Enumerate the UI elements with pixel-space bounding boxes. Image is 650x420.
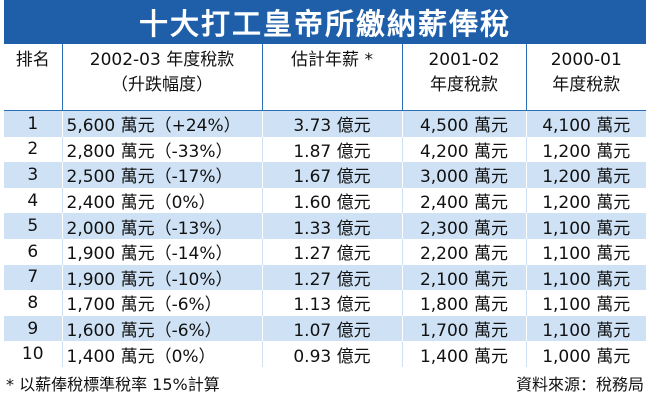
header-2001-line1: 2001-02	[428, 50, 500, 70]
title-text: 十大打工皇帝所繳納薪俸稅	[138, 7, 511, 41]
tax-cell: 1,600 萬元（-6%）	[61, 315, 262, 342]
table-row: 4 2,400 萬元（0%） 1.60 億元 2,400 萬元 1,200 萬元	[4, 187, 646, 214]
estimate-cell: 1.67 億元	[261, 162, 402, 188]
tax-2001-cell: 1,700 萬元	[401, 315, 526, 342]
page-title: 十大打工皇帝所繳納薪俸稅	[4, 0, 646, 44]
tax-cell: 1,900 萬元（-10%）	[61, 264, 262, 291]
tax-2001-cell: 1,400 萬元	[401, 341, 526, 367]
tax-2000-cell: 1,200 萬元	[525, 136, 646, 163]
tax-2001-cell: 2,200 萬元	[401, 238, 526, 265]
header-estimate-label: 估計年薪 *	[291, 50, 373, 70]
tax-table: 排名 2002-03 年度稅款 （升跌幅度） 估計年薪 * 2001-02 年度…	[4, 44, 646, 367]
table-row: 3 2,500 萬元（-17%） 1.67 億元 3,000 萬元 1,200 …	[4, 162, 646, 188]
tax-2001-cell: 3,000 萬元	[401, 162, 526, 188]
rank-cell: 5	[4, 213, 62, 239]
tax-2000-cell: 1,200 萬元	[525, 162, 646, 188]
header-2000-line2: 年度稅款	[552, 75, 621, 95]
estimate-cell: 1.27 億元	[261, 264, 402, 291]
header-estimate: 估計年薪 *	[261, 44, 402, 111]
table-row: 9 1,600 萬元（-6%） 1.07 億元 1,700 萬元 1,100 萬…	[4, 315, 646, 342]
tax-2000-cell: 1,000 萬元	[525, 341, 646, 367]
header-2001-line2: 年度稅款	[430, 75, 498, 95]
rank-cell: 2	[4, 136, 62, 163]
table-row: 8 1,700 萬元（-6%） 1.13 億元 1,800 萬元 1,100 萬…	[4, 290, 646, 316]
table-row: 1 5,600 萬元（+24%） 3.73 億元 4,500 萬元 4,100 …	[4, 110, 646, 137]
rank-cell: 9	[4, 315, 62, 342]
tax-2000-cell: 1,200 萬元	[525, 187, 646, 214]
table-row: 2 2,800 萬元（-33%） 1.87 億元 4,200 萬元 1,200 …	[4, 136, 646, 163]
tax-2000-cell: 1,100 萬元	[525, 290, 646, 316]
table-row: 10 1,400 萬元（0%） 0.93 億元 1,400 萬元 1,000 萬…	[4, 341, 646, 367]
estimate-cell: 1.13 億元	[261, 290, 402, 316]
header-rank-label: 排名	[15, 50, 50, 70]
tax-cell: 1,900 萬元（-14%）	[61, 238, 262, 265]
tax-2001-cell: 4,500 萬元	[401, 110, 526, 137]
rank-cell: 8	[4, 290, 62, 316]
tax-2000-cell: 1,100 萬元	[525, 315, 646, 342]
header-2000-line1: 2000-01	[550, 50, 622, 70]
source-note: 資料來源：稅務局	[515, 374, 644, 394]
tax-cell: 1,700 萬元（-6%）	[61, 290, 262, 316]
header-rank: 排名	[4, 44, 62, 111]
header-tax-2000-01: 2000-01 年度稅款	[525, 44, 646, 111]
tax-2001-cell: 1,800 萬元	[401, 290, 526, 316]
tax-cell: 1,400 萬元（0%）	[61, 341, 262, 367]
estimate-cell: 3.73 億元	[261, 110, 402, 137]
tax-cell: 2,400 萬元（0%）	[61, 187, 262, 214]
tax-2000-cell: 1,100 萬元	[525, 264, 646, 291]
estimate-cell: 1.07 億元	[261, 315, 402, 342]
header-tax-2001-02: 2001-02 年度稅款	[401, 44, 526, 111]
rank-cell: 10	[4, 341, 62, 367]
estimate-cell: 1.87 億元	[261, 136, 402, 163]
estimate-cell: 1.33 億元	[261, 213, 402, 239]
table-row: 5 2,000 萬元（-13%） 1.33 億元 2,300 萬元 1,100 …	[4, 213, 646, 239]
rank-cell: 1	[4, 110, 62, 137]
header-tax-line2: （升跌幅度）	[111, 75, 213, 95]
tax-2001-cell: 2,400 萬元	[401, 187, 526, 214]
estimate-cell: 1.27 億元	[261, 238, 402, 265]
tax-2001-cell: 4,200 萬元	[401, 136, 526, 163]
header-row: 排名 2002-03 年度稅款 （升跌幅度） 估計年薪 * 2001-02 年度…	[4, 44, 646, 111]
tax-cell: 2,000 萬元（-13%）	[61, 213, 262, 239]
tax-cell: 2,800 萬元（-33%）	[61, 136, 262, 163]
rank-cell: 6	[4, 238, 62, 265]
tax-2000-cell: 1,100 萬元	[525, 213, 646, 239]
table-row: 6 1,900 萬元（-14%） 1.27 億元 2,200 萬元 1,100 …	[4, 238, 646, 265]
tax-cell: 2,500 萬元（-17%）	[61, 162, 262, 188]
header-tax-line1: 2002-03 年度稅款	[89, 50, 235, 70]
tax-cell: 5,600 萬元（+24%）	[61, 110, 262, 137]
table-row: 7 1,900 萬元（-10%） 1.27 億元 2,100 萬元 1,100 …	[4, 264, 646, 291]
rank-cell: 4	[4, 187, 62, 214]
tax-2000-cell: 1,100 萬元	[525, 238, 646, 265]
rank-cell: 7	[4, 264, 62, 291]
header-tax-2002-03: 2002-03 年度稅款 （升跌幅度）	[61, 44, 262, 111]
estimate-cell: 0.93 億元	[261, 341, 402, 367]
footer: * 以薪俸稅標準稅率 15%計算 資料來源：稅務局	[4, 373, 646, 394]
rank-cell: 3	[4, 162, 62, 188]
tax-2001-cell: 2,300 萬元	[401, 213, 526, 239]
estimate-cell: 1.60 億元	[261, 187, 402, 214]
tax-2001-cell: 2,100 萬元	[401, 264, 526, 291]
tax-2000-cell: 4,100 萬元	[525, 110, 646, 137]
footnote: * 以薪俸稅標準稅率 15%計算	[6, 374, 220, 394]
